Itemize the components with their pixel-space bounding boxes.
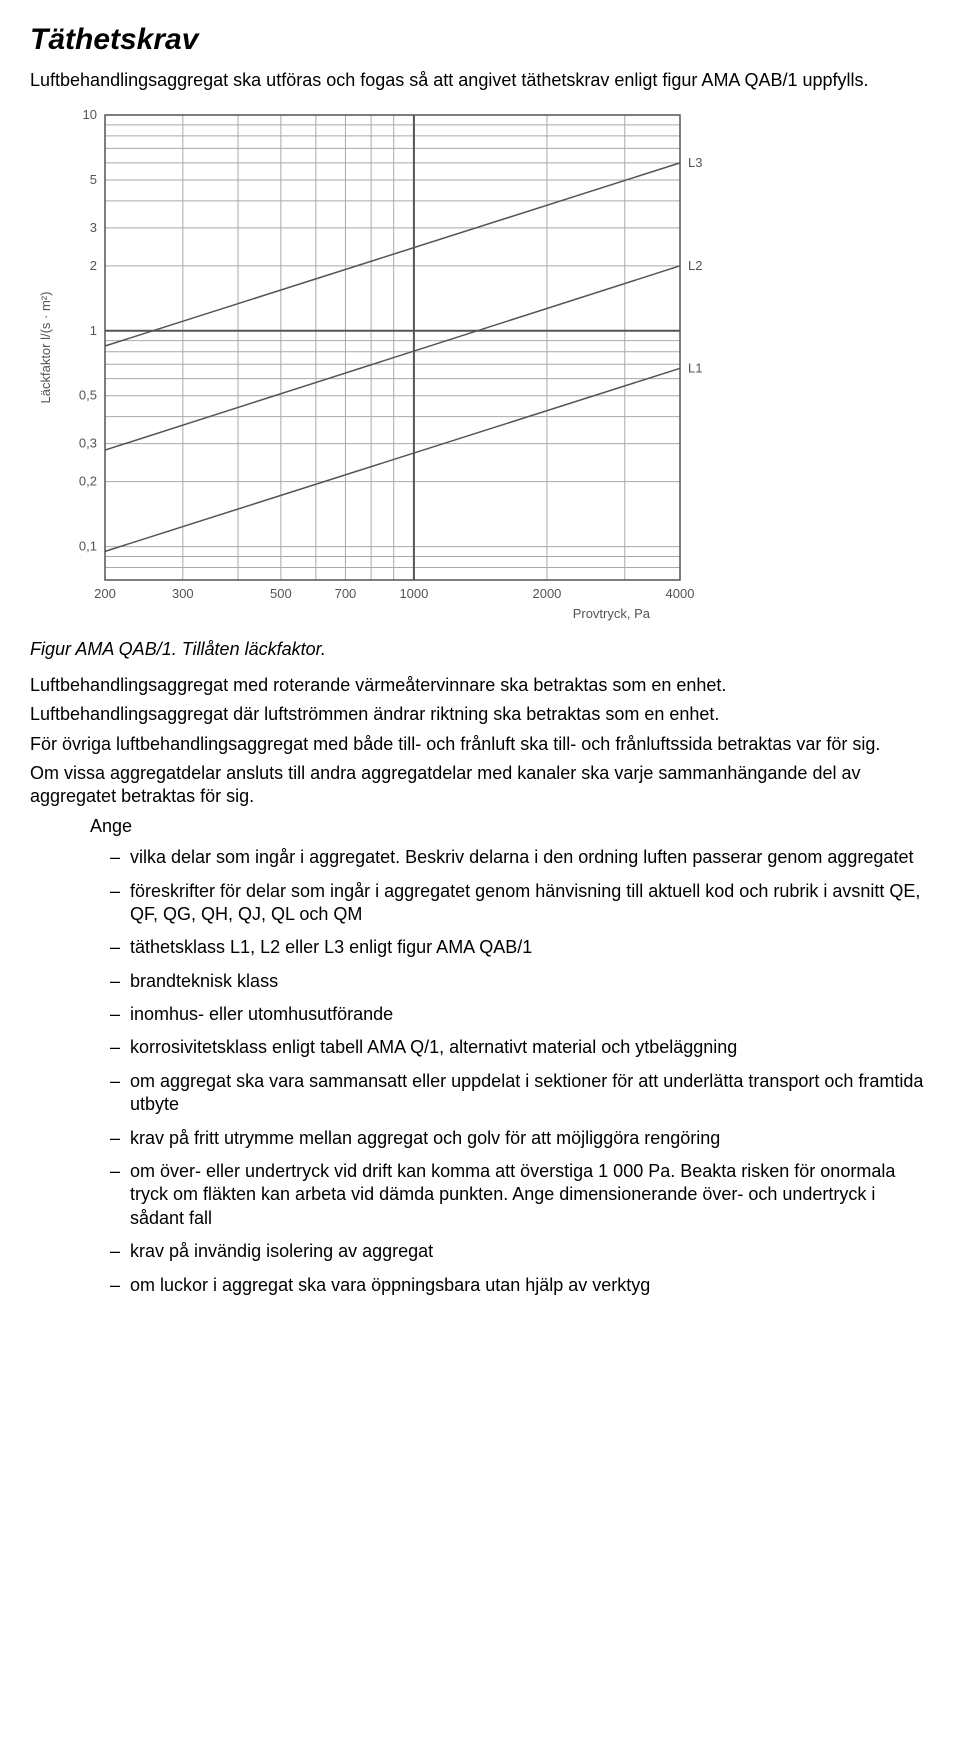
leakage-chart: L1 L2 L3 200 300 500 700 1000 2000 4000 0,1 0,2 0,3 0… — [30, 100, 930, 630]
paragraph-2: Luftbehandlingsaggregat där luftströmmen… — [30, 703, 930, 726]
ange-item: om luckor i aggregat ska vara öppningsba… — [110, 1274, 930, 1297]
svg-text:0,1: 0,1 — [79, 539, 97, 554]
ange-item: vilka delar som ingår i aggregatet. Besk… — [110, 846, 930, 869]
svg-text:5: 5 — [90, 172, 97, 187]
ange-item: föreskrifter för delar som ingår i aggre… — [110, 880, 930, 927]
paragraph-4: Om vissa aggregatdelar ansluts till andr… — [30, 762, 930, 809]
ange-label: Ange — [90, 815, 930, 838]
svg-text:0,5: 0,5 — [79, 388, 97, 403]
paragraph-1: Luftbehandlingsaggregat med roterande vä… — [30, 674, 930, 697]
svg-text:200: 200 — [94, 586, 116, 601]
svg-text:700: 700 — [335, 586, 357, 601]
ange-item: om över- eller undertryck vid drift kan … — [110, 1160, 930, 1230]
svg-text:2000: 2000 — [532, 586, 561, 601]
ange-item: krav på fritt utrymme mellan aggregat oc… — [110, 1127, 930, 1150]
svg-text:500: 500 — [270, 586, 292, 601]
svg-text:3: 3 — [90, 220, 97, 235]
svg-text:300: 300 — [172, 586, 194, 601]
ange-item: korrosivitetsklass enligt tabell AMA Q/1… — [110, 1036, 930, 1059]
svg-text:L2: L2 — [688, 258, 702, 273]
svg-text:L3: L3 — [688, 155, 702, 170]
svg-text:10: 10 — [83, 107, 97, 122]
ange-item: inomhus- eller utomhusutförande — [110, 1003, 930, 1026]
ange-item: täthetsklass L1, L2 eller L3 enligt figu… — [110, 936, 930, 959]
svg-text:Provtryck, Pa: Provtryck, Pa — [573, 606, 651, 621]
chart-caption: Figur AMA QAB/1. Tillåten läckfaktor. — [30, 638, 930, 661]
svg-text:L1: L1 — [688, 361, 702, 376]
ange-item: brandteknisk klass — [110, 970, 930, 993]
svg-text:0,3: 0,3 — [79, 436, 97, 451]
ange-item: om aggregat ska vara sammansatt eller up… — [110, 1070, 930, 1117]
intro-paragraph: Luftbehandlingsaggregat ska utföras och … — [30, 69, 930, 92]
svg-text:1: 1 — [90, 323, 97, 338]
ange-block: Ange vilka delar som ingår i aggregatet.… — [30, 815, 930, 1297]
svg-text:0,2: 0,2 — [79, 474, 97, 489]
page-title: Täthetskrav — [30, 20, 930, 59]
svg-text:1000: 1000 — [399, 586, 428, 601]
svg-text:2: 2 — [90, 258, 97, 273]
svg-text:4000: 4000 — [666, 586, 695, 601]
svg-text:Läckfaktor l/(s · m²): Läckfaktor l/(s · m²) — [38, 292, 53, 404]
ange-item: krav på invändig isolering av aggregat — [110, 1240, 930, 1263]
paragraph-3: För övriga luftbehandlingsaggregat med b… — [30, 733, 930, 756]
ange-list: vilka delar som ingår i aggregatet. Besk… — [90, 846, 930, 1297]
